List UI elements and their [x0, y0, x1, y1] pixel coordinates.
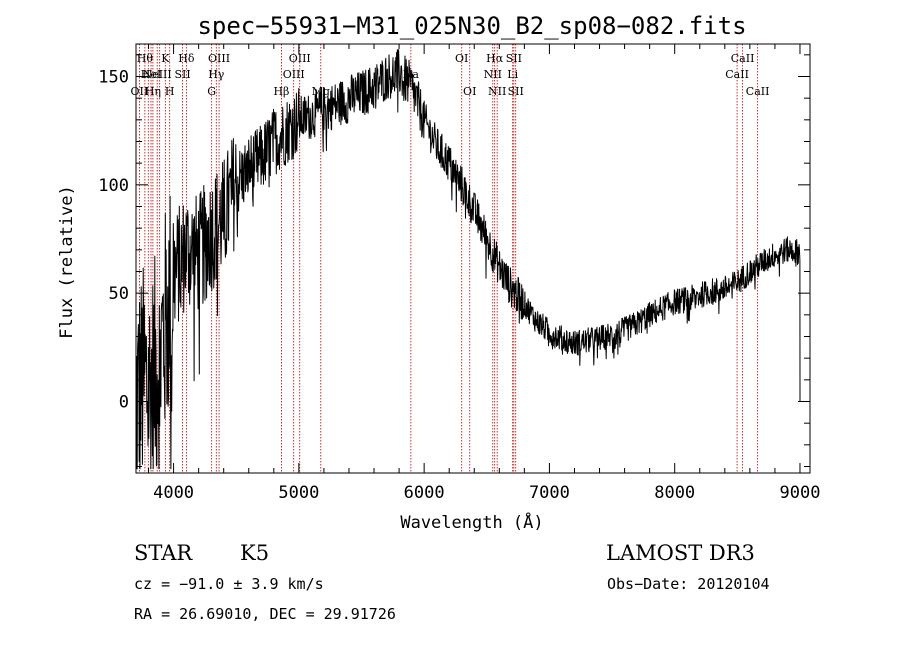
spectral-line-label: Hη — [145, 85, 161, 98]
spectral-line-label: Mg — [312, 85, 330, 98]
spectral-line-label: OIII — [208, 52, 230, 65]
object-class: STAR — [134, 541, 193, 565]
x-tick-label: 4000 — [153, 483, 194, 503]
spectral-line-label: Hγ — [208, 68, 225, 81]
y-tick-label: 150 — [98, 68, 129, 88]
x-tick-label: 8000 — [654, 483, 695, 503]
coordinates: RA = 26.69010, DEC = 29.91726 — [134, 605, 396, 623]
spectral-line-label: Hα — [486, 52, 504, 65]
plot-frame — [135, 43, 811, 474]
spectral-line-label: OIII — [289, 52, 311, 65]
chart-title: spec−55931−M31_025N30_B2_sp08−082.fits — [197, 12, 746, 40]
observation-date: Obs−Date: 20120104 — [607, 575, 770, 593]
spectral-line-label: CaII — [731, 52, 755, 65]
x-tick-label: 5000 — [278, 483, 319, 503]
spectral-line-label: K — [161, 52, 170, 65]
spectral-line-label: SII — [506, 52, 522, 65]
spectral-line-label: Hβ — [273, 85, 289, 98]
redshift-value: cz = −91.0 ± 3.9 km/s — [134, 575, 324, 593]
axis-ticks: 4000 5000 6000 7000 8000 9000 0 50 100 150 — [98, 44, 820, 503]
x-tick-label: 7000 — [529, 483, 570, 503]
spectral-line-label: SII — [508, 85, 524, 98]
spectral-line-label: HeI — [141, 68, 161, 81]
y-tick-label: 100 — [98, 176, 129, 196]
spectral-line-label: Li — [507, 68, 518, 81]
spectral-line-label: Hθ — [137, 52, 154, 65]
spectrum-series — [135, 49, 801, 470]
spectral-line-markers — [138, 44, 759, 473]
spectrum-line — [135, 49, 801, 470]
y-axis-label: Flux (relative) — [57, 185, 77, 339]
spectral-line-label: Hδ — [178, 52, 195, 65]
x-axis-label: Wavelength (Å) — [400, 511, 543, 533]
object-subclass: K5 — [240, 541, 270, 565]
spectral-line-label: Na — [403, 68, 420, 81]
spectral-line-label: OI — [455, 52, 468, 65]
spectral-line-label: OI — [463, 85, 476, 98]
spectral-line-label: NeIII — [143, 68, 172, 81]
y-tick-label: 50 — [109, 284, 129, 304]
spectral-line-label: G — [207, 85, 216, 98]
survey-name: LAMOST DR3 — [606, 541, 755, 565]
spectral-line-label: H — [165, 85, 175, 98]
spectral-line-label: SII — [174, 68, 190, 81]
spectral-line-label: NII — [484, 68, 502, 81]
spectral-line-labels: OII Hθ HeI Hη NeIII K H SII Hδ G Hγ OIII Hβ OIII OIII M… — [131, 52, 770, 98]
spectral-line-label: CaII — [725, 68, 749, 81]
spectral-line-label: OII — [131, 85, 149, 98]
x-tick-label: 9000 — [780, 483, 821, 503]
spectral-line-label: OIII — [283, 68, 305, 81]
y-tick-label: 0 — [119, 393, 129, 413]
spectral-line-label: NII — [488, 85, 506, 98]
spectral-line-label: CaII — [746, 85, 770, 98]
x-tick-label: 6000 — [404, 483, 445, 503]
